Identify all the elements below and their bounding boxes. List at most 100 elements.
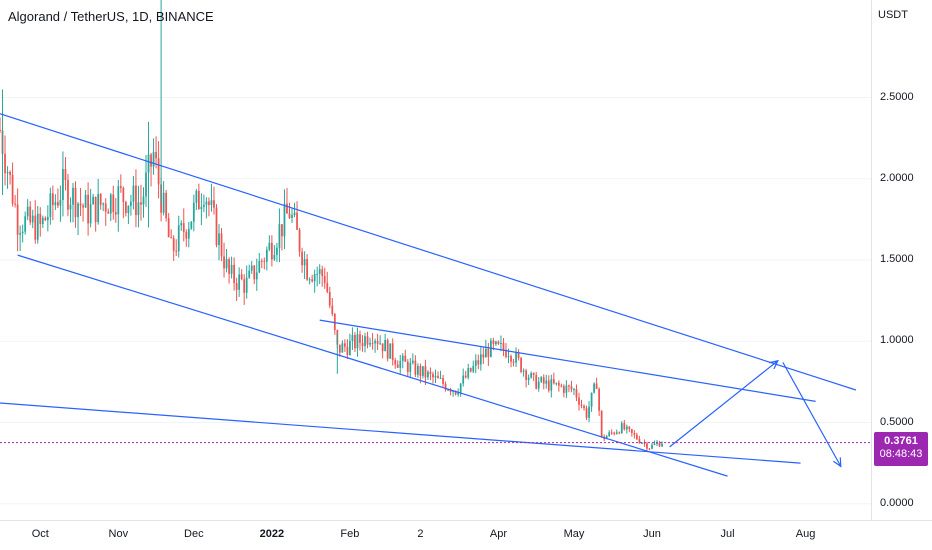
candle-body — [532, 373, 535, 375]
candle-body — [630, 429, 633, 434]
candle-body — [74, 187, 77, 218]
candle-body — [46, 217, 49, 221]
candle-body — [608, 432, 611, 437]
candle-body — [371, 343, 374, 345]
candle-body — [517, 352, 520, 358]
candle-body — [51, 193, 54, 206]
candle-body — [238, 274, 241, 290]
candle-body — [381, 343, 384, 352]
candle-body — [638, 439, 641, 443]
candle-body — [449, 389, 452, 393]
candle-body — [215, 207, 218, 246]
candle-body — [11, 174, 14, 204]
candle-body — [454, 390, 457, 395]
candle-body — [356, 334, 359, 349]
candle-body — [515, 352, 517, 363]
candle-body — [62, 169, 64, 200]
candle-body — [376, 340, 379, 344]
candle-body — [89, 204, 92, 224]
candle-body — [570, 386, 573, 390]
candle-body — [575, 389, 578, 398]
candle-body — [94, 196, 97, 223]
candle-body — [505, 349, 507, 357]
candle-body — [308, 279, 311, 281]
candle-body — [268, 242, 271, 250]
candle-body — [205, 201, 208, 205]
candle-body — [303, 259, 306, 266]
candle-body — [646, 443, 648, 449]
candle-body — [568, 385, 570, 387]
candle-body — [610, 432, 613, 434]
candle-body — [152, 152, 155, 167]
candle-body — [137, 202, 140, 216]
candle-body — [588, 406, 590, 418]
candle-body — [444, 383, 447, 390]
candle-body — [391, 343, 394, 361]
candle-body — [414, 360, 417, 375]
candle-body — [615, 432, 618, 434]
candle-body — [175, 250, 178, 252]
candle-body — [386, 339, 389, 359]
candle-body — [346, 346, 349, 355]
candle-body — [318, 269, 321, 274]
candle-body — [286, 203, 288, 214]
candle-body — [253, 265, 256, 280]
candle-body — [462, 375, 465, 384]
candle-body — [92, 196, 95, 205]
candle-body — [384, 339, 387, 352]
candle-body — [394, 360, 397, 365]
candle-body — [4, 153, 6, 174]
y-tick-label: 2.0000 — [880, 171, 914, 184]
candle-body — [155, 152, 157, 159]
candle-body — [474, 360, 477, 366]
candle-body — [525, 370, 528, 380]
candle-body — [432, 373, 434, 378]
candle-body — [34, 215, 37, 240]
candle-body — [351, 335, 354, 342]
x-tick-label: Aug — [795, 528, 816, 540]
candle-body — [338, 344, 341, 353]
candle-body — [492, 340, 495, 345]
candle-body — [276, 247, 278, 255]
candle-body — [64, 169, 67, 180]
candle-body — [530, 373, 533, 378]
candle-body — [464, 375, 467, 378]
candle-body — [187, 228, 190, 239]
candle-body — [563, 386, 565, 393]
candle-body — [633, 433, 636, 435]
candle-body — [424, 366, 427, 378]
y-tick-label: 0.0000 — [880, 496, 914, 509]
candle-body — [122, 187, 125, 202]
candle-body — [429, 371, 432, 374]
candle-body — [177, 225, 180, 252]
candle-body — [278, 224, 281, 248]
candle-body — [172, 237, 175, 251]
candle-body — [399, 360, 402, 368]
candle-body — [165, 192, 168, 219]
candle-body — [97, 194, 100, 223]
projection-down-arrow — [782, 362, 842, 467]
candle-body — [537, 381, 540, 389]
candle-body — [150, 154, 152, 167]
candle-body — [419, 366, 422, 376]
candle-body — [265, 249, 268, 262]
candle-body — [104, 203, 107, 212]
candle-body — [593, 383, 595, 393]
candle-body — [301, 251, 303, 266]
x-tick-label: Dec — [184, 528, 204, 540]
candle-body — [24, 216, 27, 232]
candle-body — [258, 260, 261, 273]
candle-body — [613, 432, 616, 434]
candle-body — [500, 342, 502, 344]
bar-countdown: 08:48:43 — [879, 448, 923, 460]
candle-body — [281, 224, 283, 237]
candle-body — [135, 185, 137, 216]
candle-body — [618, 432, 621, 434]
candle-body — [72, 187, 74, 205]
candle-body — [228, 259, 230, 274]
candle-body — [406, 361, 409, 372]
candle-body — [167, 218, 170, 238]
candle-body — [321, 269, 324, 277]
candle-body — [180, 223, 183, 226]
